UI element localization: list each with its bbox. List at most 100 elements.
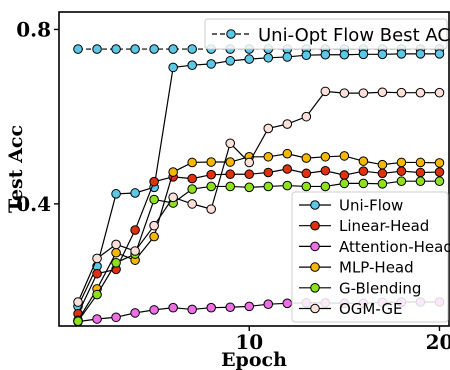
data-point — [149, 220, 159, 231]
data-point — [301, 111, 312, 122]
best-legend-box — [204, 18, 448, 50]
data-point — [434, 176, 445, 187]
data-point — [111, 189, 121, 199]
data-point — [263, 151, 274, 162]
best-legend-sample — [212, 29, 250, 39]
y-axis-title: Test Acc — [5, 125, 27, 213]
data-point — [263, 181, 274, 192]
data-point — [168, 62, 178, 73]
data-point — [244, 301, 255, 312]
series-legend-box — [291, 191, 449, 323]
data-point — [434, 49, 445, 59]
data-point — [130, 188, 140, 198]
data-point — [377, 87, 388, 98]
data-point — [263, 299, 274, 309]
best-legend: Uni-Opt Flow Best ACC — [204, 18, 450, 50]
best-line-point — [111, 44, 121, 54]
legend-label: Attention-Head — [339, 238, 450, 256]
data-point — [320, 165, 331, 176]
data-point — [244, 54, 255, 64]
data-point — [301, 168, 312, 179]
data-point — [358, 49, 369, 60]
y-ticks: 0.4 0.8 — [16, 17, 59, 216]
data-point — [377, 168, 388, 179]
data-point — [282, 180, 293, 191]
data-point — [111, 257, 121, 268]
data-point — [358, 178, 369, 189]
series-mlp-head — [73, 148, 445, 326]
data-point — [282, 298, 293, 309]
data-point — [339, 178, 350, 189]
data-point — [263, 123, 274, 134]
legend-entry-linear-head: Linear-Head — [299, 217, 429, 235]
data-point — [225, 302, 236, 313]
data-point — [92, 253, 102, 264]
data-point — [434, 87, 445, 98]
legend-entry-g-blending: G-Blending — [299, 279, 421, 297]
data-point — [149, 231, 159, 242]
data-point — [434, 158, 445, 168]
data-point — [225, 56, 236, 66]
data-point — [168, 302, 178, 313]
data-point — [320, 151, 331, 162]
legend-label: OGM-GE — [339, 300, 402, 318]
x-axis-title: Epoch — [221, 349, 287, 370]
series-ogm-ge — [73, 86, 445, 307]
data-point — [225, 157, 236, 167]
legend-marker — [310, 283, 320, 293]
best-line-point — [168, 44, 178, 54]
data-point — [339, 88, 350, 98]
data-point — [187, 60, 197, 71]
data-point — [130, 225, 140, 235]
data-point — [225, 138, 236, 149]
data-point — [396, 176, 407, 187]
data-point — [149, 194, 159, 205]
data-point — [415, 176, 426, 187]
legend-label: MLP-Head — [339, 259, 414, 277]
data-point — [187, 157, 197, 168]
legend-label: Linear-Head — [339, 217, 429, 235]
data-point — [415, 157, 426, 168]
x-tick-label: 10 — [235, 330, 263, 354]
data-point — [206, 181, 216, 192]
y-tick-label: 0.4 — [16, 192, 51, 216]
best-line-point — [73, 44, 83, 54]
data-point — [92, 314, 102, 324]
data-point — [149, 305, 159, 315]
data-point — [377, 49, 388, 60]
data-point — [320, 181, 331, 192]
data-point — [263, 52, 274, 63]
legend-marker — [310, 303, 320, 314]
y-tick-label: 0.8 — [16, 17, 51, 41]
legend-entry-mlp-head: MLP-Head — [299, 259, 414, 277]
data-point — [206, 302, 216, 313]
data-point — [301, 50, 312, 60]
data-point — [396, 157, 407, 168]
data-point — [358, 156, 369, 166]
data-point — [377, 179, 388, 189]
legend-label: G-Blending — [339, 279, 421, 297]
data-point — [358, 88, 369, 98]
data-point — [187, 184, 197, 194]
series-legend: Uni-Flow Linear-Head Attention-Head MLP-Hea… — [291, 191, 450, 323]
data-point — [396, 49, 407, 59]
data-point — [111, 247, 121, 258]
data-point — [415, 167, 426, 178]
best-legend-label: Uni-Opt Flow Best ACC — [258, 25, 450, 46]
data-point — [263, 167, 274, 178]
data-point — [339, 49, 350, 60]
data-point — [187, 173, 197, 184]
data-point — [244, 157, 255, 168]
legend-marker — [310, 200, 320, 210]
data-point — [396, 87, 407, 98]
data-point — [339, 170, 350, 180]
x-ticks: 10 20 — [235, 326, 450, 354]
data-point — [282, 164, 293, 174]
data-point — [282, 148, 293, 159]
data-point — [187, 304, 197, 315]
data-point — [434, 167, 445, 177]
legend-label: Uni-Flow — [339, 197, 403, 215]
data-point — [187, 199, 197, 209]
data-point — [396, 166, 407, 176]
